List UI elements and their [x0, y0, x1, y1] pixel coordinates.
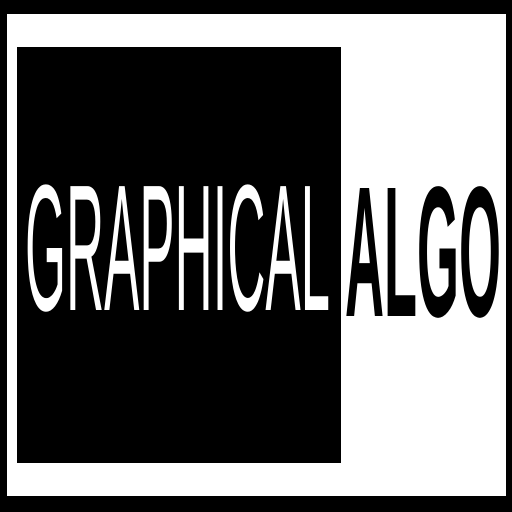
- logo-text-light: GRAPHICAL: [25, 148, 330, 349]
- logo-text-dark: ALGO: [345, 149, 501, 356]
- dark-panel: [17, 47, 341, 463]
